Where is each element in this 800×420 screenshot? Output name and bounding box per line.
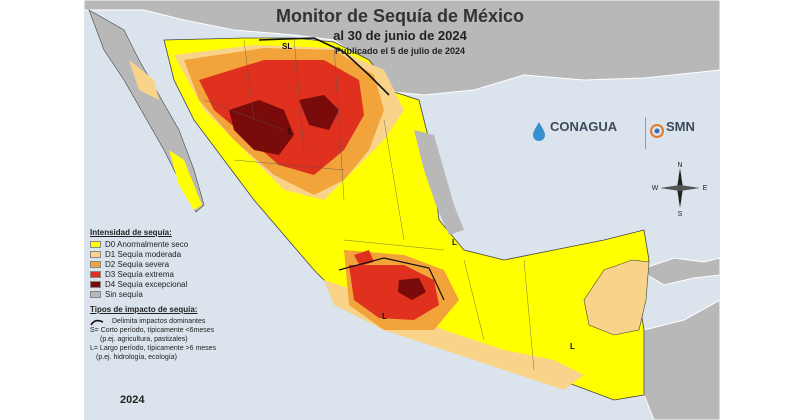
smn-logo-text: SMN <box>666 119 695 134</box>
impact-line-label: Delimita impactos dominantes <box>112 318 206 325</box>
legend-label: Sin sequía <box>105 289 143 299</box>
map-label-l-center: L <box>382 312 387 321</box>
legend-label: D3 Sequía extrema <box>105 269 174 279</box>
map-title: Monitor de Sequía de México <box>275 6 525 26</box>
timeline-year: 2024 <box>120 394 145 406</box>
legend-item: D4 Sequía excepcional <box>90 279 300 289</box>
central-america-landmass <box>643 299 720 420</box>
compass-w-label: W <box>652 185 659 192</box>
gulf-coast-no-drought <box>414 130 464 235</box>
yucatan-peninsula <box>583 259 650 336</box>
d4-region-center <box>398 278 426 300</box>
smn-spiral-icon <box>650 124 664 138</box>
legend-item: Sin sequía <box>90 289 300 299</box>
map-canvas: SL L L L L <box>84 0 720 420</box>
impact-short-term: S= Corto período, típicamente <6meses <box>90 327 215 334</box>
compass-e-label: E <box>703 185 708 192</box>
compass-rose-icon: N S E W <box>652 162 708 216</box>
state-borders <box>203 37 535 371</box>
logo-divider <box>645 117 646 149</box>
impact-long-term-example: (p.ej. hidrología, ecología) <box>96 354 177 361</box>
impact-boundary-line <box>258 37 390 96</box>
impact-legend-title: Tipos de impacto de sequía: <box>90 305 198 314</box>
cuba-landmass <box>637 257 720 286</box>
d4-region-north-east <box>299 95 339 130</box>
impact-long-term: L= Largo período, típicamente >6 meses <box>90 345 217 352</box>
legend-item: D3 Sequía extrema <box>90 269 300 279</box>
baja-d1-patch <box>129 60 159 100</box>
legend-swatch-none <box>90 290 101 298</box>
legend-item: D1 Sequía moderada <box>90 249 300 259</box>
legend-swatch-d4 <box>90 280 101 288</box>
baja-d0-patch <box>169 150 202 210</box>
legend-label: D4 Sequía excepcional <box>105 279 188 289</box>
drought-legend: Intensidad de sequía: D0 Anormalmente se… <box>90 228 300 362</box>
agency-logos: CONAGUA SMN <box>532 115 712 151</box>
impact-line-icon <box>90 319 104 325</box>
conagua-logo-text: CONAGUA <box>550 119 618 134</box>
legend-item: D2 Sequía severa <box>90 259 300 269</box>
legend-label: D2 Sequía severa <box>105 259 170 269</box>
map-label-l-north: L <box>288 127 293 136</box>
legend-title: Intensidad de sequía: <box>90 228 172 237</box>
legend-label: D0 Anormalmente seco <box>105 239 189 249</box>
published-date: Publicado el 5 de julio de 2024 <box>334 46 466 56</box>
impact-short-term-example: (p.ej. agricultura, pastizales) <box>100 336 188 343</box>
legend-item: D0 Anormalmente seco <box>90 239 300 249</box>
legend-swatch-d1 <box>90 250 101 258</box>
legend-swatch-d0 <box>90 240 101 248</box>
legend-label: D1 Sequía moderada <box>105 249 182 259</box>
legend-swatch-d3 <box>90 270 101 278</box>
d4-region-north <box>229 100 294 155</box>
impact-line-item: Delimita impactos dominantes <box>90 317 300 326</box>
legend-swatch-d2 <box>90 260 101 268</box>
map-label-l-south: L <box>570 342 575 351</box>
compass-n-label: N <box>677 162 682 169</box>
conagua-drop-icon <box>533 122 545 141</box>
mexico-drought-map <box>84 0 720 420</box>
impact-boundary-line-center <box>338 257 445 301</box>
map-subtitle: al 30 de junio de 2024 <box>333 28 467 43</box>
compass-s-label: S <box>678 211 683 216</box>
map-label-sl: SL <box>282 42 293 51</box>
map-label-l-east: L <box>452 238 457 247</box>
